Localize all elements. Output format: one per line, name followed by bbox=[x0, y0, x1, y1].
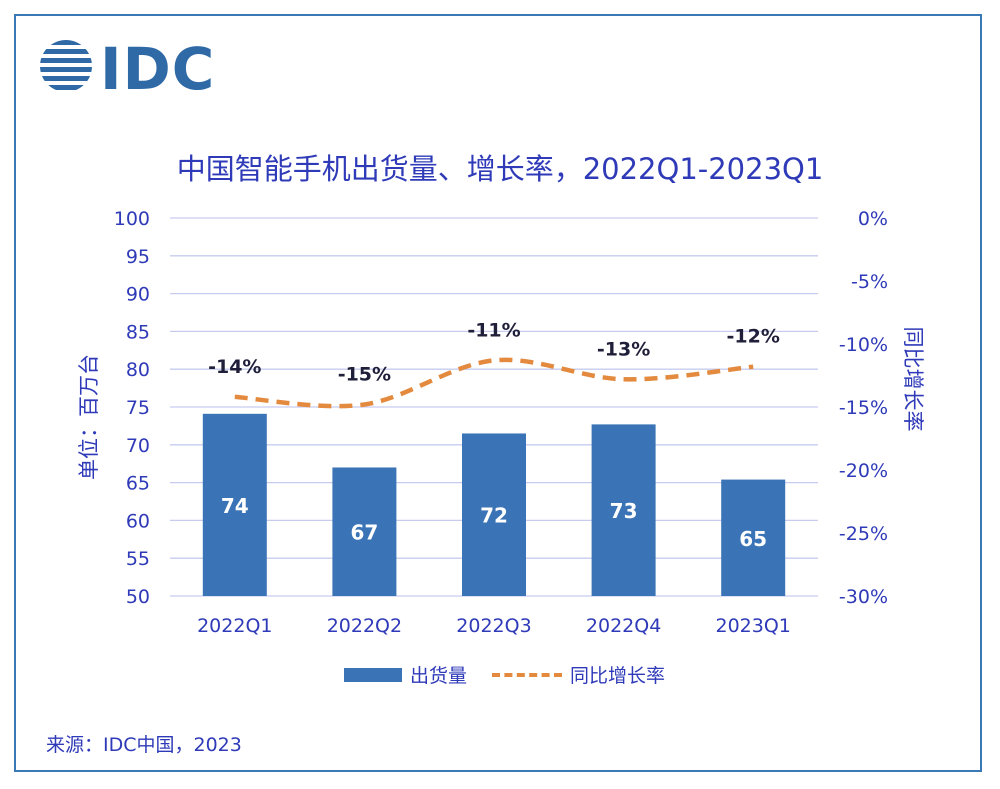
source-note: 来源：IDC中国，2023 bbox=[46, 734, 242, 756]
bar-value-label: 65 bbox=[739, 527, 767, 551]
bar bbox=[462, 433, 526, 596]
growth-value-label: -11% bbox=[467, 319, 520, 341]
y-tick-label: 75 bbox=[126, 397, 150, 419]
growth-line-path bbox=[234, 357, 754, 409]
bar-value-label: 73 bbox=[610, 499, 638, 523]
chart-frame bbox=[14, 14, 982, 772]
bar bbox=[591, 424, 656, 596]
x-tick-label: 2022Q2 bbox=[327, 615, 402, 637]
y-tick-label: 50 bbox=[126, 586, 150, 608]
growth-value-label: -12% bbox=[727, 326, 780, 348]
y-tick-label: 80 bbox=[126, 359, 150, 381]
y-right-tick-label: -15% bbox=[839, 397, 888, 419]
y-right-axis-title: 同比增长率 bbox=[901, 327, 925, 432]
x-tick-label: 2022Q3 bbox=[456, 615, 531, 637]
bars bbox=[202, 413, 786, 596]
y-right-tick-label: -30% bbox=[839, 586, 888, 608]
data-labels: 74 67 72 73 65 -14% -15% -11% -13% -12% bbox=[208, 319, 780, 550]
legend-label-growth: 同比增长率 bbox=[570, 665, 666, 687]
bar bbox=[202, 413, 267, 596]
y-right-tick-label: -5% bbox=[851, 271, 888, 293]
y-tick-label: 100 bbox=[114, 208, 150, 230]
x-tick-label: 2022Q1 bbox=[197, 615, 272, 637]
x-tick-label: 2022Q4 bbox=[586, 615, 661, 637]
bar bbox=[721, 479, 786, 596]
globe-icon bbox=[40, 40, 92, 90]
y-tick-label: 90 bbox=[126, 284, 150, 306]
chart-title: 中国智能手机出货量、增长率，2022Q1-2023Q1 bbox=[176, 152, 824, 186]
y-tick-label: 85 bbox=[126, 321, 150, 343]
y-axis-title: 单位：百万台 bbox=[77, 354, 101, 480]
y-tick-label: 95 bbox=[126, 246, 150, 268]
bar-value-label: 72 bbox=[480, 504, 508, 528]
y-right-tick-label: -25% bbox=[839, 523, 888, 545]
bar bbox=[332, 467, 397, 596]
y-right-tick-label: -20% bbox=[839, 460, 888, 482]
bar-value-label: 74 bbox=[221, 494, 249, 518]
legend-label-shipments: 出货量 bbox=[410, 665, 468, 687]
y-tick-label: 65 bbox=[126, 473, 150, 495]
growth-value-label: -14% bbox=[208, 356, 261, 378]
legend-line-swatch bbox=[492, 672, 562, 677]
y-right-tick-label: -10% bbox=[839, 334, 888, 356]
y-tick-label: 70 bbox=[126, 435, 150, 457]
legend-item-shipments: 出货量 bbox=[344, 661, 467, 688]
logo-text: IDC bbox=[100, 35, 216, 103]
y-tick-label: 60 bbox=[126, 510, 150, 532]
growth-value-label: -13% bbox=[597, 338, 650, 360]
growth-value-label: -15% bbox=[338, 363, 391, 385]
y-right-tick-label: 0% bbox=[858, 208, 888, 230]
y-tick-label: 55 bbox=[126, 548, 150, 570]
growth-line bbox=[234, 357, 754, 409]
axes: 50 55 60 65 70 75 80 85 90 95 100 -30% -25% -20% -15% -… bbox=[77, 208, 925, 637]
idc-logo: IDC bbox=[38, 32, 238, 100]
legend-item-growth: 同比增长率 bbox=[492, 661, 665, 688]
legend-bar-swatch bbox=[344, 667, 402, 682]
x-tick-label: 2023Q1 bbox=[715, 615, 790, 637]
bar-value-label: 67 bbox=[350, 521, 378, 545]
